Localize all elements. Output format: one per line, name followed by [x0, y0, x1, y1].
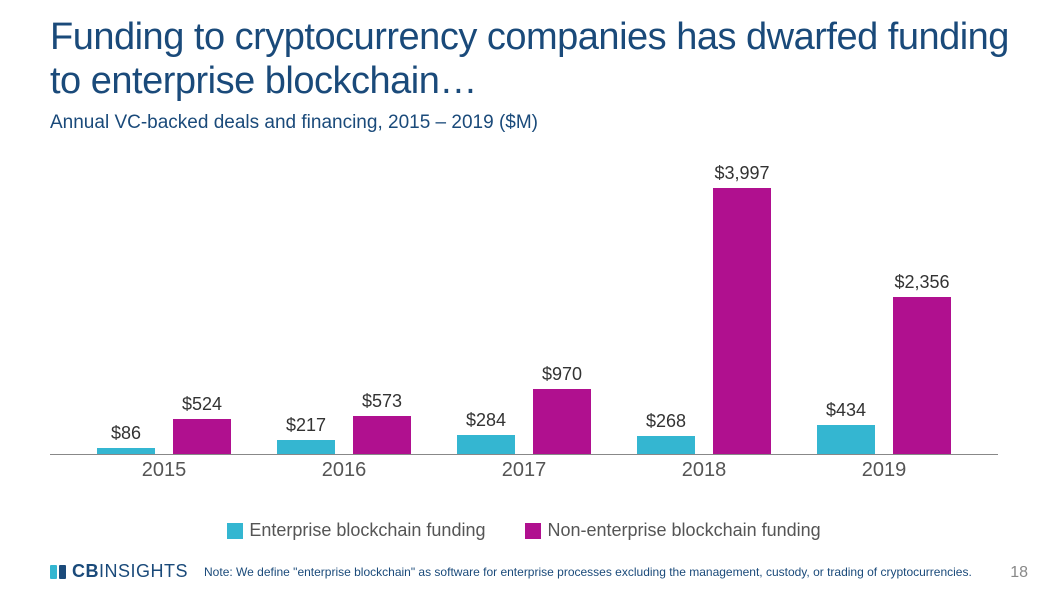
bar-group: $217 $573	[254, 416, 434, 454]
page-number: 18	[1010, 564, 1028, 582]
plot-area: $86 $524 $217 $573 $284 $970 $268 $3,997 $434 $2,…	[50, 175, 998, 455]
legend-item-enterprise: Enterprise blockchain funding	[227, 520, 485, 541]
bar-value-label: $524	[182, 394, 222, 415]
legend-label: Enterprise blockchain funding	[249, 520, 485, 541]
bar-value-label: $268	[646, 411, 686, 432]
x-axis-label: 2016	[254, 459, 434, 482]
bar: $970	[533, 389, 591, 454]
bar-group: $86 $524	[74, 419, 254, 454]
bar-group: $268 $3,997	[614, 188, 794, 454]
legend-label: Non-enterprise blockchain funding	[547, 520, 820, 541]
bar: $2,356	[893, 297, 951, 454]
x-axis-label: 2018	[614, 459, 794, 482]
bar: $3,997	[713, 188, 771, 454]
x-axis-labels: 20152016201720182019	[50, 455, 998, 485]
legend-swatch	[227, 523, 243, 539]
bar: $86	[97, 448, 155, 454]
bar: $434	[817, 425, 875, 454]
logo-mark	[50, 565, 68, 579]
legend: Enterprise blockchain funding Non-enterp…	[0, 520, 1048, 541]
bar: $268	[637, 436, 695, 454]
bar: $284	[457, 435, 515, 454]
bar-group: $434 $2,356	[794, 297, 974, 454]
bar: $217	[277, 440, 335, 454]
legend-swatch	[525, 523, 541, 539]
x-axis-label: 2019	[794, 459, 974, 482]
bar-chart: $86 $524 $217 $573 $284 $970 $268 $3,997 $434 $2,…	[50, 175, 998, 485]
logo-text-cb: CB	[72, 561, 99, 582]
bar-value-label: $217	[286, 415, 326, 436]
x-axis-label: 2015	[74, 459, 254, 482]
bar: $524	[173, 419, 231, 454]
footer-note: Note: We define "enterprise blockchain" …	[204, 565, 972, 579]
bar-value-label: $573	[362, 391, 402, 412]
bar: $573	[353, 416, 411, 454]
bar-value-label: $970	[542, 364, 582, 385]
x-axis-label: 2017	[434, 459, 614, 482]
cbinsights-logo: CBINSIGHTS	[50, 561, 188, 582]
legend-item-nonenterprise: Non-enterprise blockchain funding	[525, 520, 820, 541]
chart-subtitle: Annual VC-backed deals and financing, 20…	[50, 112, 538, 134]
bar-value-label: $284	[466, 410, 506, 431]
chart-title: Funding to cryptocurrency companies has …	[50, 16, 1048, 103]
footer: CBINSIGHTS Note: We define "enterprise b…	[50, 561, 1028, 582]
logo-text-insights: INSIGHTS	[99, 561, 188, 582]
bar-value-label: $434	[826, 400, 866, 421]
bar-group: $284 $970	[434, 389, 614, 454]
bar-value-label: $86	[111, 423, 141, 444]
bar-value-label: $3,997	[714, 163, 769, 184]
bar-value-label: $2,356	[894, 272, 949, 293]
